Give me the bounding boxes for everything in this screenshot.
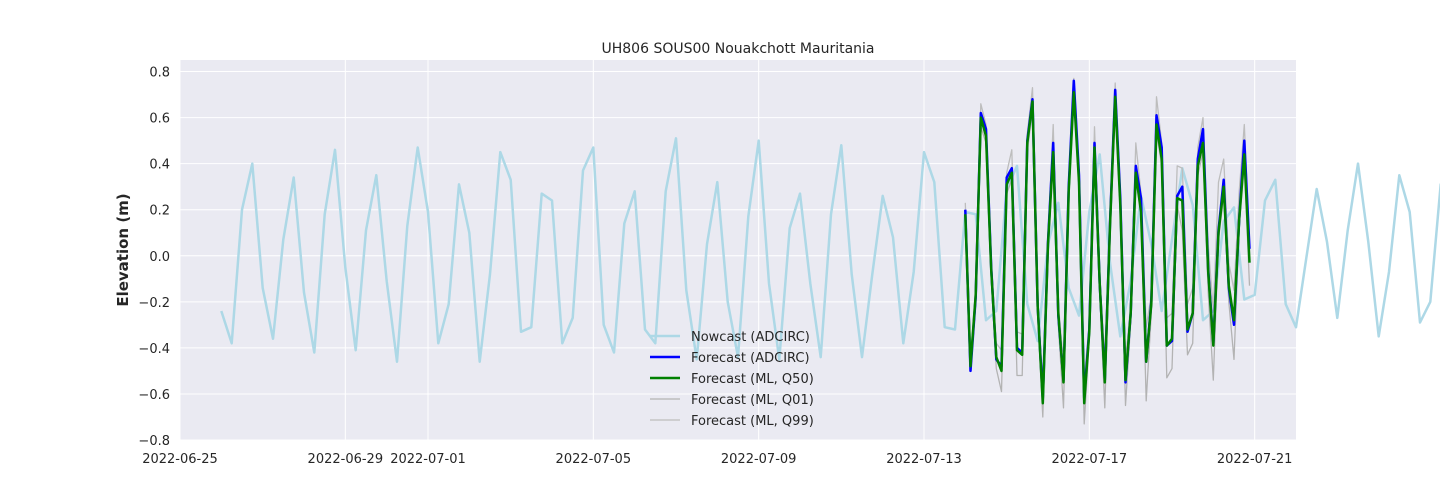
y-tick-label: 0.0 bbox=[149, 250, 170, 265]
x-tick-label: 2022-07-01 bbox=[390, 452, 466, 467]
y-tick-label: 0.6 bbox=[149, 112, 170, 127]
x-tick-label: 2022-06-25 bbox=[142, 452, 218, 467]
legend: Nowcast (ADCIRC) Forecast (ADCIRC) Forecas… bbox=[650, 330, 814, 429]
x-tick-label: 2022-07-05 bbox=[556, 452, 632, 467]
y-tick-label: −0.2 bbox=[138, 296, 170, 311]
y-tick-label: 0.2 bbox=[149, 204, 170, 219]
x-axis: 2022-06-25 2022-06-29 2022-07-01 2022-07-05… bbox=[142, 452, 1292, 467]
y-axis: −0.8 −0.6 −0.4 −0.2 0.0 0.2 0.4 0.6 0.8 bbox=[138, 66, 170, 449]
legend-label-4: Forecast (ML, Q99) bbox=[691, 414, 814, 429]
y-tick-label: −0.6 bbox=[138, 388, 170, 403]
x-tick-label: 2022-07-17 bbox=[1052, 452, 1128, 467]
series-line-2 bbox=[964, 90, 1251, 405]
y-tick-label: 0.4 bbox=[149, 158, 170, 173]
x-tick-label: 2022-07-13 bbox=[886, 452, 962, 467]
x-tick-label: 2022-07-21 bbox=[1217, 452, 1293, 467]
legend-label-2: Forecast (ML, Q50) bbox=[691, 372, 814, 387]
x-tick-label: 2022-07-09 bbox=[721, 452, 797, 467]
y-tick-label: −0.8 bbox=[138, 434, 170, 449]
series-group bbox=[220, 77, 1440, 425]
legend-label-1: Forecast (ADCIRC) bbox=[691, 351, 810, 366]
y-tick-label: 0.8 bbox=[149, 66, 170, 81]
legend-label-3: Forecast (ML, Q01) bbox=[691, 393, 814, 408]
chart-title: UH806 SOUS00 Nouakchott Mauritania bbox=[602, 41, 875, 57]
y-axis-label: Elevation (m) bbox=[114, 193, 132, 306]
legend-label-0: Nowcast (ADCIRC) bbox=[691, 330, 810, 345]
series-line-0 bbox=[220, 137, 1440, 363]
x-tick-label: 2022-06-29 bbox=[308, 452, 384, 467]
y-tick-label: −0.4 bbox=[138, 342, 170, 357]
